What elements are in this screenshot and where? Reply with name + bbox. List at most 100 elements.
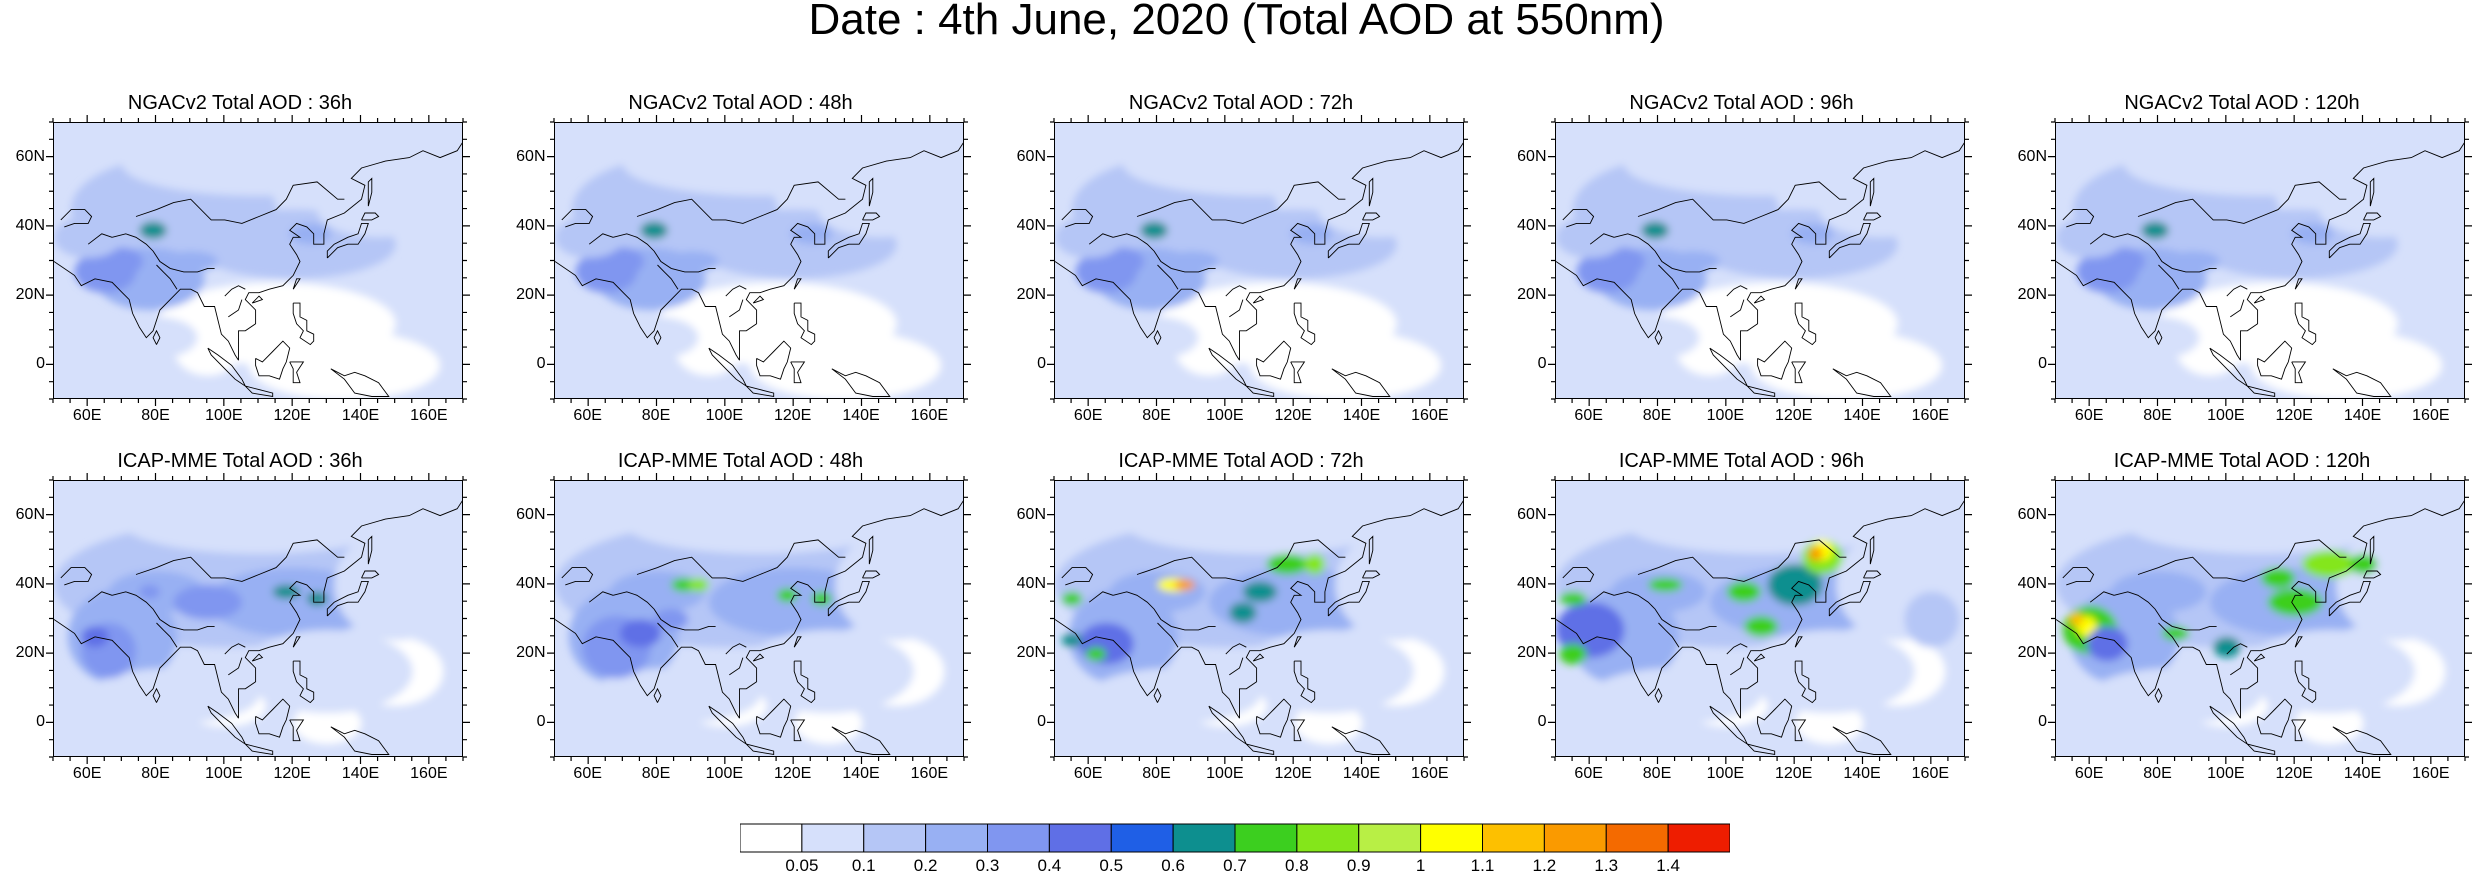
map-plot-area (2055, 480, 2465, 757)
aod-cell (1623, 133, 1898, 196)
colorbar-label: 0.4 (1037, 856, 1062, 875)
y-tick-label: 20N (516, 286, 546, 304)
aod-cell (1389, 261, 1463, 331)
aod-cell (616, 316, 698, 359)
aod-cell (1140, 221, 1168, 239)
aod-cell (2319, 181, 2443, 238)
aod-cell (2110, 571, 2207, 613)
aod-cell (554, 216, 623, 259)
panel-title: NGACv2 Total AOD : 120h (2124, 92, 2360, 114)
aod-cell (1558, 591, 1587, 606)
x-tick-label: 60E (1073, 765, 1103, 782)
y-tick-label: 40N (2017, 216, 2047, 234)
aod-cell (101, 247, 143, 276)
aod-cell (1055, 216, 1124, 259)
aod-cell (834, 529, 958, 641)
map-panel: NGACv2 Total AOD : 120h 60N 40N 20N 0 60E 80E 1… (2007, 90, 2473, 430)
aod-cell (2267, 588, 2323, 617)
axis-ticks (1547, 115, 1972, 406)
x-tick-label: 160E (1911, 765, 1950, 782)
aod-cell (889, 261, 963, 331)
aod-field (54, 481, 462, 756)
aod-cell (2243, 629, 2415, 713)
x-tick-label: 100E (1206, 407, 1244, 424)
y-tick-label: 40N (1016, 574, 1046, 592)
y-tick-label: 40N (15, 574, 45, 592)
axis-ticks (546, 473, 971, 764)
aod-cell (817, 181, 941, 238)
clear-region (2250, 330, 2443, 398)
x-tick-label: 80E (1142, 765, 1171, 782)
x-tick-label: 160E (1911, 407, 1950, 424)
colorbar-swatch (1296, 823, 1360, 853)
colorbar-label: 1.3 (1594, 856, 1619, 875)
aod-cell (2124, 133, 2398, 196)
coastline (2056, 142, 2464, 398)
coastline (1055, 142, 1463, 398)
clear-region (248, 330, 441, 398)
aod-field (1055, 123, 1463, 398)
aod-cell (1743, 629, 1915, 713)
aod-cell (1318, 181, 1442, 238)
x-tick-label: 80E (2143, 765, 2172, 782)
aod-cell (619, 619, 661, 648)
y-tick-label: 0 (1037, 713, 1046, 731)
x-tick-label: 120E (2275, 765, 2313, 782)
map-plot-area (553, 480, 964, 757)
y-tick-label: 20N (15, 286, 45, 304)
map-plot-area (53, 480, 463, 757)
x-tick-label: 60E (2074, 407, 2104, 424)
y-tick-label: 60N (2017, 505, 2047, 523)
y-tick-label: 60N (1517, 147, 1547, 165)
aod-cell (139, 221, 167, 239)
coastline (1055, 500, 1463, 756)
panel-title: ICAP-MME Total AOD : 120h (2113, 450, 2371, 472)
y-tick-label: 60N (2017, 147, 2047, 165)
y-tick-label: 0 (1037, 355, 1046, 373)
aod-cell (2291, 223, 2333, 245)
aod-cell (2103, 247, 2145, 276)
y-tick-label: 20N (2017, 644, 2047, 662)
axis-ticks (1047, 473, 1471, 764)
aod-field (54, 123, 462, 398)
colorbar-label: 0.9 (1346, 856, 1371, 875)
x-tick-label: 120E (773, 765, 812, 782)
colorbar-swatch (801, 823, 865, 853)
aod-cell (1617, 316, 1699, 359)
y-tick-label: 40N (516, 216, 546, 234)
aod-cell (2261, 567, 2296, 589)
coastline (554, 142, 963, 398)
aod-cell (122, 491, 396, 554)
aod-cell (115, 316, 198, 359)
x-tick-label: 80E (141, 765, 170, 782)
panel-title: ICAP-MME Total AOD : 96h (1618, 450, 1865, 472)
aod-cell (1242, 581, 1278, 603)
axis-ticks (2048, 473, 2472, 764)
panel-title: NGACv2 Total AOD : 96h (1629, 92, 1854, 114)
x-tick-label: 160E (2412, 765, 2450, 782)
aod-cell (1061, 633, 1083, 648)
aod-cell (1555, 216, 1624, 259)
x-tick-label: 140E (2343, 765, 2382, 782)
aod-field (554, 123, 963, 398)
aod-cell (1610, 571, 1706, 613)
y-tick-label: 0 (36, 355, 45, 373)
panel-title: NGACv2 Total AOD : 36h (127, 92, 353, 114)
map-panel: ICAP-MME Total AOD : 72h 60N 40N 20N 0 60E 80E… (1006, 448, 1506, 788)
aod-cell (1290, 223, 1332, 245)
x-tick-label: 100E (205, 407, 243, 424)
colorbar-swatch (1172, 823, 1236, 853)
aod-field (2056, 123, 2464, 398)
aod-cell (1791, 223, 1833, 245)
aod-cell (1904, 591, 1959, 648)
y-tick-label: 20N (15, 644, 45, 662)
x-tick-label: 100E (2207, 407, 2245, 424)
x-tick-label: 120E (1774, 765, 1813, 782)
y-tick-label: 0 (1537, 355, 1547, 373)
y-tick-label: 0 (1537, 713, 1547, 731)
x-tick-label: 80E (141, 407, 170, 424)
y-tick-label: 40N (1517, 216, 1547, 234)
panel-title: ICAP-MME Total AOD : 48h (617, 450, 864, 472)
aod-cell (1890, 261, 1964, 331)
map-plot-area (1054, 122, 1464, 399)
